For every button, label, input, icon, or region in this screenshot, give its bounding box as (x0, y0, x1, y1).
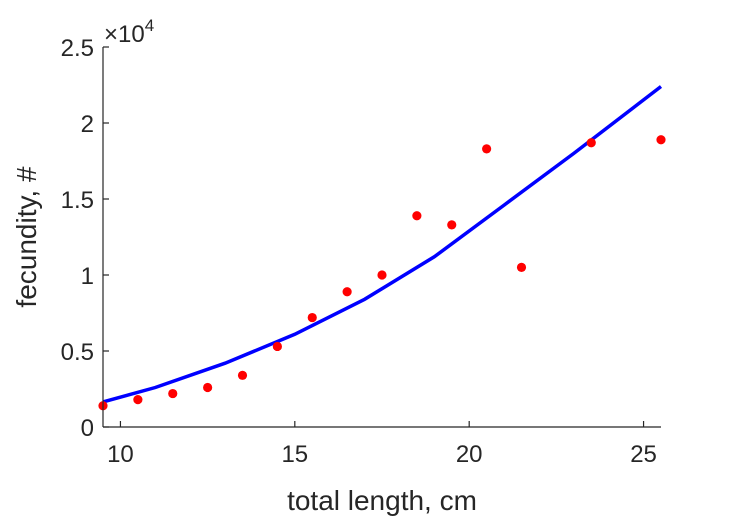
y-ticks: 0 0.5 1 1.5 2 2.5 (61, 35, 109, 442)
x-axis: 10 15 20 25 (103, 421, 661, 468)
data-point (203, 382, 213, 393)
data-point (412, 211, 422, 221)
data-points (98, 135, 666, 411)
fit-line (102, 85, 663, 404)
x-tick-label: 10 (107, 441, 134, 468)
data-point (237, 370, 248, 380)
y-axis: 0 0.5 1 1.5 2 2.5 (61, 35, 109, 442)
y-tick-label: 1.5 (61, 187, 94, 214)
x-ticks: 10 15 20 25 (107, 421, 657, 468)
data-point (516, 262, 527, 272)
data-point (377, 270, 387, 280)
y-tick-label: 0 (81, 415, 94, 442)
x-tick-label: 15 (281, 441, 308, 468)
y-tick-label: 0.5 (61, 339, 94, 366)
y-tick-label: 2.5 (61, 35, 94, 62)
data-point (307, 312, 317, 323)
data-point (168, 388, 178, 399)
data-point (482, 144, 492, 154)
x-axis-title: total length, cm (287, 485, 477, 516)
y-tick-label: 1 (81, 263, 94, 290)
data-point (586, 138, 596, 148)
x-tick-label: 25 (630, 441, 657, 468)
plot-area (98, 85, 666, 411)
data-point (656, 135, 666, 145)
data-point (272, 341, 282, 352)
x-tick-label: 20 (456, 441, 483, 468)
y-exponent-label: ×104 (104, 16, 154, 48)
data-point (447, 220, 457, 230)
y-axis-title: fecundity, # (11, 166, 42, 308)
data-point (133, 395, 143, 405)
y-tick-label: 2 (81, 111, 94, 138)
data-point (342, 287, 352, 297)
